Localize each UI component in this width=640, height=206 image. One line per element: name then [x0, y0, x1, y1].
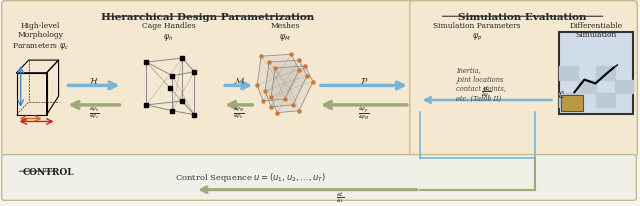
Text: High-level
Morphology
Parameters $\psi_c$: High-level Morphology Parameters $\psi_c…	[12, 22, 69, 52]
Text: Inertia,
joint locations
contact points,
etc. (Table II): Inertia, joint locations contact points,…	[456, 67, 506, 102]
Text: $\frac{\partial\psi_h}{\partial\psi_c}$: $\frac{\partial\psi_h}{\partial\psi_c}$	[88, 105, 99, 121]
Bar	[596, 94, 615, 107]
FancyBboxPatch shape	[561, 96, 584, 111]
Text: $\mathcal{L}$: $\mathcal{L}$	[557, 88, 566, 99]
Text: Meshes
$\psi_M$: Meshes $\psi_M$	[270, 22, 300, 42]
FancyBboxPatch shape	[559, 33, 634, 114]
FancyBboxPatch shape	[2, 2, 413, 157]
Polygon shape	[265, 61, 307, 107]
Text: CONTROL: CONTROL	[22, 167, 74, 176]
FancyBboxPatch shape	[410, 2, 637, 157]
Polygon shape	[271, 67, 313, 113]
Text: $\frac{\partial\mathcal{L}}{\partial u}$: $\frac{\partial\mathcal{L}}{\partial u}$	[336, 191, 344, 205]
Text: $\frac{\partial\mathcal{L}}{\partial\psi_p}$: $\frac{\partial\mathcal{L}}{\partial\psi…	[481, 85, 492, 101]
Text: $\mathcal{M}$: $\mathcal{M}$	[232, 75, 244, 85]
Text: $\mathcal{P}$: $\mathcal{P}$	[360, 75, 368, 85]
Text: Control Sequence $u = (u_1, u_2, \ldots, u_T)$: Control Sequence $u = (u_1, u_2, \ldots,…	[175, 171, 326, 184]
Bar	[559, 94, 578, 107]
Text: $\frac{\partial\psi_p}{\partial\psi_M}$: $\frac{\partial\psi_p}{\partial\psi_M}$	[358, 105, 370, 121]
Bar	[615, 80, 634, 94]
Text: Hierarchical Design Parametrization: Hierarchical Design Parametrization	[100, 13, 314, 22]
Text: $\frac{\partial\psi_M}{\partial\psi_h}$: $\frac{\partial\psi_M}{\partial\psi_h}$	[233, 105, 244, 121]
Text: Simulation Parameters
$\psi_p$: Simulation Parameters $\psi_p$	[433, 22, 520, 42]
FancyBboxPatch shape	[2, 155, 636, 200]
Text: Simulation Evaluation: Simulation Evaluation	[458, 13, 587, 22]
Polygon shape	[257, 55, 299, 102]
Text: Differentiable
Simulation: Differentiable Simulation	[570, 22, 623, 39]
Text: Cage Handles
$\psi_h$: Cage Handles $\psi_h$	[141, 22, 195, 42]
Text: $\mathcal{H}$: $\mathcal{H}$	[89, 75, 99, 85]
Bar	[596, 67, 615, 80]
Bar	[578, 80, 596, 94]
Bar	[559, 67, 578, 80]
